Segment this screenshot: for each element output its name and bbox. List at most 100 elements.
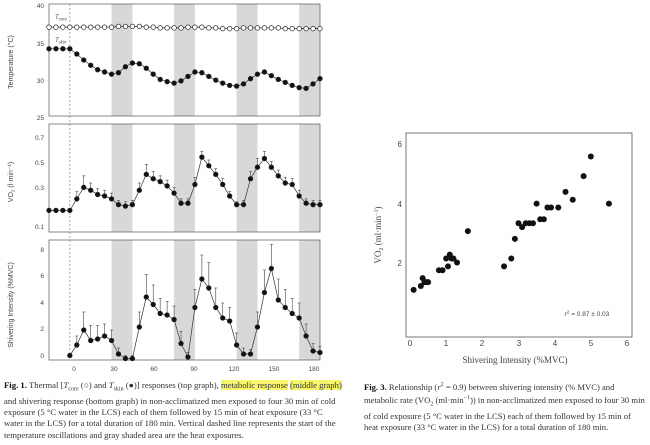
shivering-point — [227, 318, 233, 324]
caption-text: )) in non-acclimatized men exposed to fo… — [364, 394, 645, 433]
heat-band — [236, 4, 258, 116]
shivering-point — [136, 324, 142, 330]
middle-panel — [46, 151, 323, 214]
tskin-point — [275, 76, 281, 83]
middle-ylabel: VO2 (l·min⁻¹) — [8, 162, 16, 202]
tskin-point — [296, 84, 302, 91]
fig3-xtick: 6 — [625, 339, 630, 348]
vo2-point — [157, 178, 163, 185]
middle-ytick: 0.7 — [35, 135, 44, 142]
tskin-point — [289, 82, 295, 89]
bottom-ytick: 6 — [40, 273, 44, 280]
x-tick: 0 — [72, 366, 76, 373]
shivering-point — [115, 351, 122, 357]
scatter-point — [548, 204, 555, 211]
scatter-point — [410, 286, 417, 293]
tskin-point — [94, 67, 101, 73]
shivering-point — [164, 312, 170, 318]
tcore-point — [60, 24, 66, 30]
panel-frame — [48, 239, 321, 361]
fig3-caption-label: Fig. 3. — [364, 381, 387, 392]
scatter-point — [515, 220, 522, 227]
tskin-point — [254, 71, 261, 77]
tcore-point — [199, 24, 205, 30]
tcore-point — [282, 25, 288, 32]
tskin-point — [282, 79, 288, 86]
vo2-point — [240, 201, 247, 208]
scatter-point — [464, 228, 471, 235]
tskin-label: Tskin — [55, 38, 67, 45]
tskin-point — [310, 81, 316, 87]
bottom-panel — [67, 244, 323, 362]
heat-band — [174, 124, 195, 232]
top-ytick: 25 — [37, 115, 45, 122]
tskin-point — [67, 46, 73, 52]
tcore-point — [53, 24, 59, 30]
shivering-point — [213, 304, 219, 311]
vo2-point — [275, 173, 281, 179]
middle-ytick: 0.3 — [35, 185, 44, 192]
shivering-point — [268, 265, 275, 272]
shivering-point — [101, 333, 108, 339]
tcore-point — [67, 24, 73, 30]
tskin-point — [206, 73, 212, 80]
vo2-point — [129, 201, 136, 208]
vo2-point — [171, 190, 177, 196]
top-panel — [46, 23, 323, 92]
heat-band — [174, 240, 195, 360]
scatter-point — [519, 224, 526, 231]
vo2-point — [143, 171, 149, 178]
shivering-point — [178, 340, 184, 347]
caption-text: core — [68, 386, 79, 393]
scatter-point — [587, 153, 594, 160]
tcore-point — [233, 25, 240, 32]
vo2-point — [150, 176, 156, 182]
vo2-point — [53, 207, 59, 214]
caption-text: −1 — [463, 395, 471, 402]
fig3-caption: Fig. 3. Relationship (r2 = 0.9) between … — [364, 380, 646, 433]
vo2-point — [310, 201, 316, 208]
shivering-point — [122, 355, 129, 362]
bottom-ytick: 2 — [40, 326, 44, 333]
shivering-point — [88, 337, 94, 344]
tcore-point — [192, 24, 198, 30]
caption-text: 2 — [430, 401, 434, 408]
heat-band — [236, 124, 258, 232]
tcore-point — [157, 25, 163, 31]
tskin-point — [199, 70, 205, 76]
r2-annotation: r2 = 0.87 ± 0.03 — [565, 310, 610, 319]
shivering-point — [74, 342, 80, 348]
shivering-point — [192, 304, 198, 311]
caption-text: r — [437, 381, 441, 392]
shivering-point — [317, 349, 323, 356]
vo2-point — [213, 171, 219, 178]
shivering-point — [220, 315, 226, 321]
vo2-point — [178, 200, 184, 206]
tskin-point — [268, 73, 275, 79]
tcore-point — [185, 24, 191, 30]
tskin-point — [143, 65, 149, 71]
tskin-point — [240, 81, 247, 87]
scatter-point — [555, 204, 562, 211]
caption-text: (ml·min — [433, 394, 464, 405]
tskin-point — [108, 71, 115, 77]
vo2-point — [136, 187, 142, 193]
fig3-ylabel: VO2 (ml·min−1) — [373, 206, 385, 263]
top-ytick: 35 — [37, 41, 45, 48]
shivering-point — [261, 289, 268, 296]
middle-ytick: 0.5 — [35, 160, 44, 167]
tskin-point — [192, 69, 198, 75]
shivering-point — [157, 310, 163, 317]
shivering-point — [233, 342, 240, 348]
caption-text: (●)] responses (top graph), — [123, 380, 221, 390]
tcore-point — [303, 25, 309, 32]
tcore-point — [46, 24, 52, 30]
fig3-frame — [405, 132, 633, 338]
vo2-point — [289, 181, 295, 188]
tskin-point — [101, 69, 108, 75]
fig3-chart: 6 4 2 0 1 2 3 4 5 6 Shivering Intensity … — [373, 132, 633, 365]
vo2-point — [60, 207, 66, 214]
tcore-line — [49, 26, 320, 29]
tskin-point — [164, 79, 170, 85]
caption-text: T — [63, 380, 69, 390]
